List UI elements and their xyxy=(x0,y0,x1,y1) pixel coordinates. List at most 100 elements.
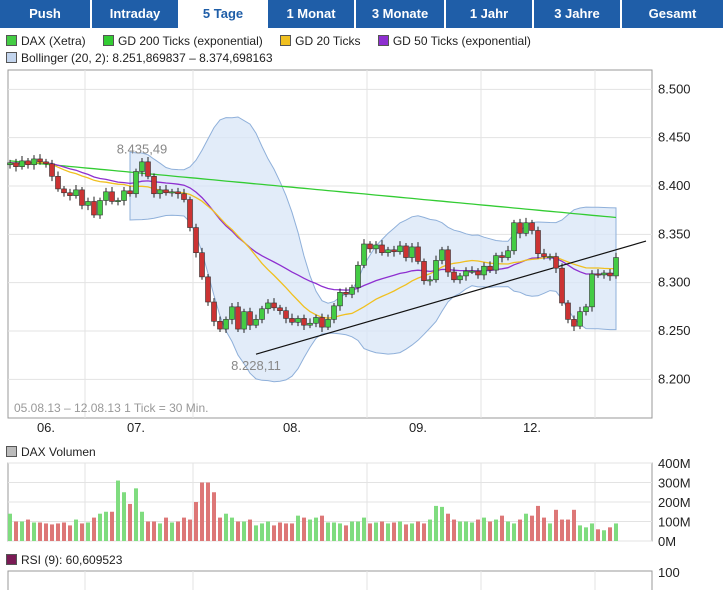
tab-3-monate[interactable]: 3 Monate xyxy=(356,0,446,28)
volume-bar xyxy=(416,521,420,541)
volume-bar xyxy=(572,509,576,541)
volume-bar xyxy=(26,519,30,541)
volume-bar xyxy=(524,513,528,541)
volume-bar xyxy=(452,519,456,541)
volume-bar xyxy=(92,517,96,541)
volume-bar xyxy=(500,515,504,541)
tab-gesamt[interactable]: Gesamt xyxy=(622,0,723,28)
volume-legend: DAX Volumen xyxy=(6,445,110,459)
volume-bar xyxy=(140,511,144,541)
tab-1-monat[interactable]: 1 Monat xyxy=(268,0,356,28)
volume-bar xyxy=(44,523,48,541)
volume-bar xyxy=(122,492,126,541)
volume-bar xyxy=(302,517,306,541)
volume-bar xyxy=(158,523,162,541)
tab-push[interactable]: Push xyxy=(0,0,92,28)
volume-bar xyxy=(182,517,186,541)
volume-bar xyxy=(506,521,510,541)
tab-1-jahr[interactable]: 1 Jahr xyxy=(446,0,534,28)
volume-bar xyxy=(296,515,300,541)
candle-body xyxy=(49,163,55,177)
candle-body xyxy=(235,306,241,330)
candle-body xyxy=(367,243,373,250)
tab-5-tage[interactable]: 5 Tage xyxy=(180,0,268,28)
volume-bar xyxy=(38,522,42,541)
volume-bar xyxy=(440,506,444,541)
volume-bar xyxy=(590,523,594,541)
candle-body xyxy=(31,158,37,166)
volume-bar xyxy=(458,521,462,541)
volume-bar xyxy=(380,521,384,541)
candle-body xyxy=(67,192,73,196)
low-annotation: 8.228,11 xyxy=(231,358,281,373)
candle-body xyxy=(109,191,115,202)
candle-body xyxy=(379,244,385,253)
volume-bar xyxy=(272,525,276,541)
trend-line xyxy=(255,240,647,355)
candle-body xyxy=(397,245,403,253)
candle-body xyxy=(265,302,271,310)
volume-bar xyxy=(104,511,108,541)
candle-body xyxy=(565,302,571,320)
volume-bar xyxy=(86,522,90,541)
candle-body xyxy=(337,292,343,307)
candle-body xyxy=(577,311,583,327)
volume-bar xyxy=(212,492,216,541)
candle-body xyxy=(349,287,355,295)
candle-body xyxy=(37,158,43,163)
candle-body xyxy=(175,191,181,195)
tab-3-jahre[interactable]: 3 Jahre xyxy=(534,0,622,28)
volume-ytick-label: 0M xyxy=(658,534,676,549)
volume-bar xyxy=(488,521,492,541)
volume-bar xyxy=(50,524,54,541)
volume-bar xyxy=(494,519,498,541)
volume-bar xyxy=(476,519,480,541)
candle-body xyxy=(277,307,283,311)
candle-body xyxy=(553,256,559,269)
candle-body xyxy=(121,190,127,201)
price-xtick-label: 07. xyxy=(127,420,145,435)
candle-body xyxy=(559,267,565,304)
candle-body xyxy=(589,273,595,308)
period-tabs: Push Intraday 5 Tage 1 Monat 3 Monate 1 … xyxy=(0,0,723,28)
candle-body xyxy=(283,310,289,319)
rsi-panel-frame xyxy=(7,570,653,590)
volume-bar xyxy=(98,513,102,541)
tab-intraday[interactable]: Intraday xyxy=(92,0,180,28)
period-info: 05.08.13 – 12.08.13 1 Tick = 30 Min. xyxy=(14,401,208,415)
legend-gd20: GD 20 Ticks xyxy=(280,34,360,48)
candle-body xyxy=(517,222,523,234)
candle-body xyxy=(403,245,409,258)
volume-bar xyxy=(530,515,534,541)
candle-body xyxy=(475,270,481,276)
price-ytick-label: 8.300 xyxy=(658,275,691,290)
volume-bar xyxy=(146,521,150,541)
candle-body xyxy=(331,305,337,320)
candle-body xyxy=(355,264,361,288)
candle-body xyxy=(523,222,529,234)
volume-bar xyxy=(482,517,486,541)
candle-body xyxy=(295,318,301,323)
candle-body xyxy=(187,199,193,228)
volume-bar xyxy=(314,517,318,541)
volume-bar xyxy=(548,523,552,541)
candle-body xyxy=(13,162,19,167)
price-xtick-label: 06. xyxy=(37,420,55,435)
volume-bar xyxy=(596,529,600,541)
candle-body xyxy=(61,188,67,194)
volume-bar xyxy=(170,522,174,541)
candle-body xyxy=(487,265,493,271)
price-ytick-label: 8.350 xyxy=(658,226,691,241)
candle-body xyxy=(241,311,247,330)
candle-body xyxy=(541,253,547,257)
candle-body xyxy=(583,306,589,312)
volume-bar xyxy=(278,522,282,541)
candle-body xyxy=(55,176,61,190)
volume-bar xyxy=(512,523,516,541)
legend-rsi: RSI (9): 60,609523 xyxy=(6,553,122,567)
candle-body xyxy=(445,249,451,273)
bollinger-legend: Bollinger (20, 2): 8.251,869837 – 8.374,… xyxy=(6,51,287,65)
volume-bar xyxy=(128,503,132,541)
candle-body xyxy=(529,222,535,231)
